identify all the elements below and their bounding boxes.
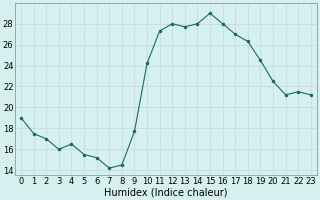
X-axis label: Humidex (Indice chaleur): Humidex (Indice chaleur) <box>104 187 228 197</box>
